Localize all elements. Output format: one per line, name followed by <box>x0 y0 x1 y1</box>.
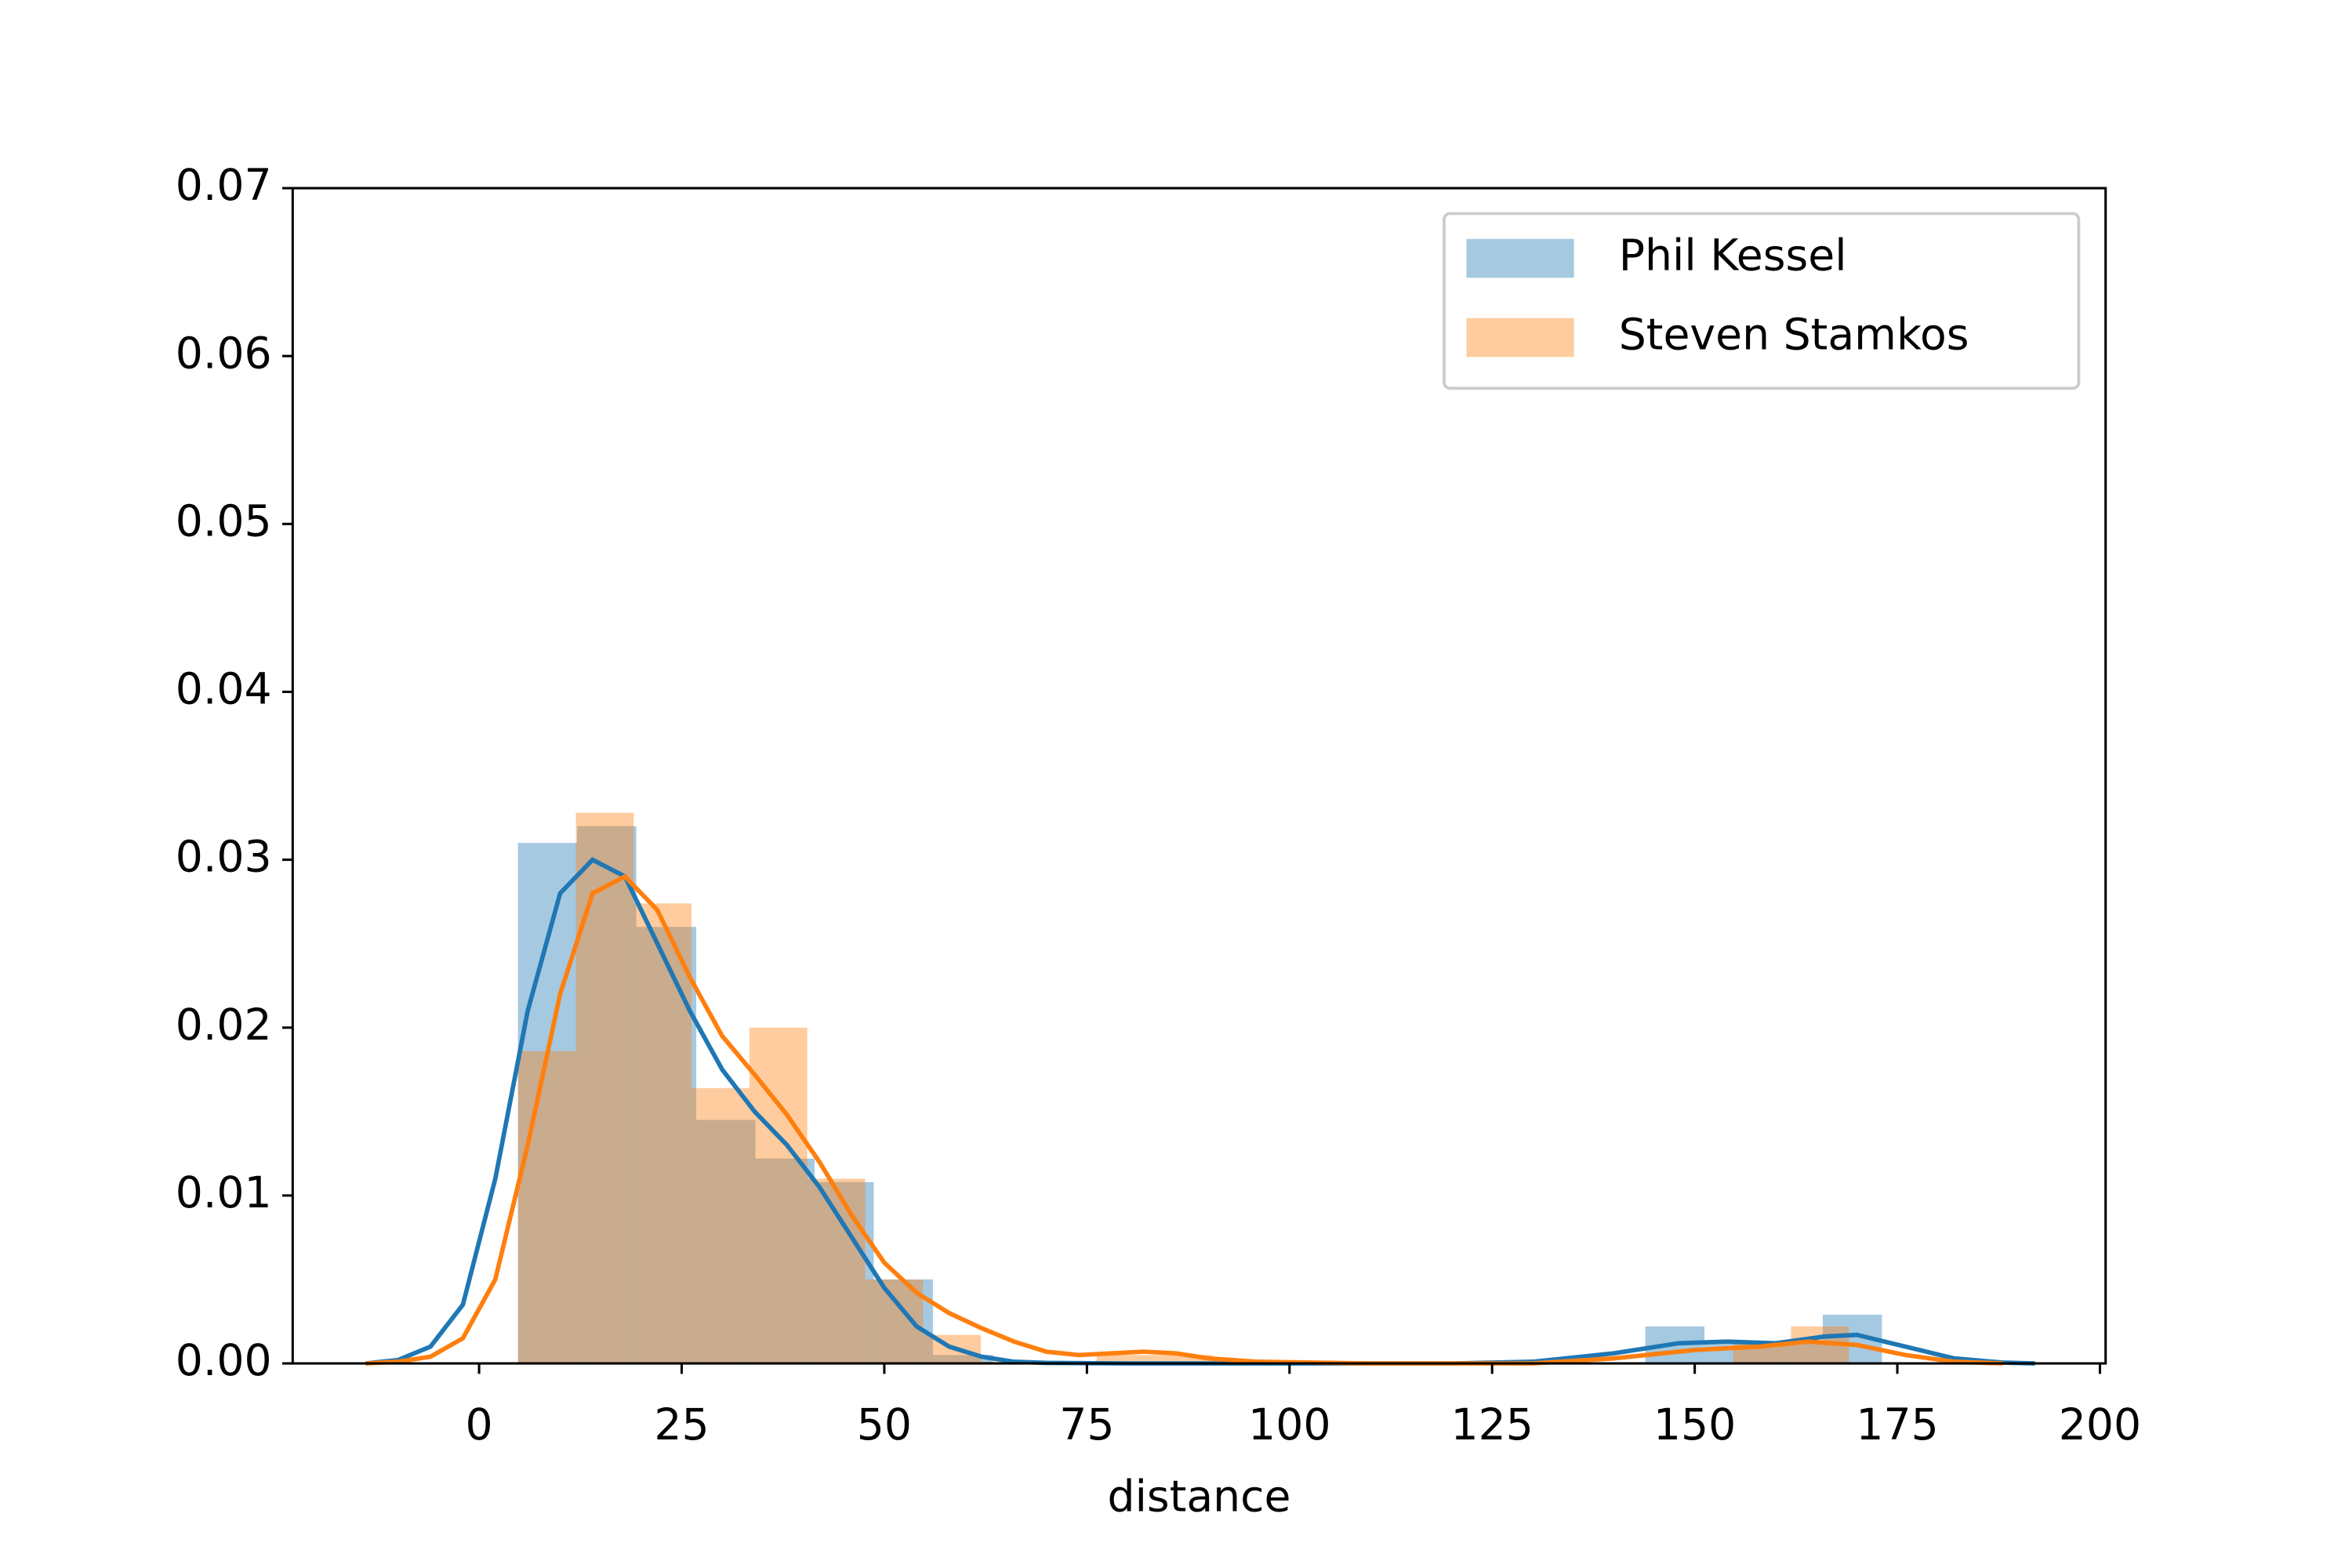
legend-frame <box>1443 212 2081 390</box>
y-tick-label: 0.07 <box>176 161 272 211</box>
histogram-bar <box>807 1178 866 1364</box>
histogram-bar <box>517 843 578 1364</box>
histogram-bar <box>932 1355 993 1364</box>
y-tick-label: 0.04 <box>176 665 272 715</box>
legend-label: Phil Kessel <box>1619 231 1847 281</box>
x-tick-label: 75 <box>1059 1400 1114 1450</box>
x-tick-label: 0 <box>466 1400 493 1450</box>
x-tick-label: 25 <box>654 1400 709 1450</box>
x-axis-label: distance <box>1108 1472 1291 1523</box>
histogram-bar <box>691 1087 750 1364</box>
histogram-bar <box>696 1120 756 1364</box>
kde-line <box>365 873 2003 1366</box>
legend-label: Steven Stamkos <box>1619 310 1969 361</box>
y-tick-label: 0.05 <box>176 496 272 546</box>
legend-swatch <box>1466 238 1574 278</box>
plot-frame <box>291 187 2107 1365</box>
y-tick-label: 0.02 <box>176 1000 272 1051</box>
x-tick-label: 200 <box>2059 1400 2141 1450</box>
legend: Phil Kessel Steven Stamkos <box>1443 212 2081 390</box>
x-tick-label: 125 <box>1451 1400 1534 1450</box>
histogram-bar <box>517 1051 576 1364</box>
y-tick-label: 0.00 <box>176 1336 272 1386</box>
legend-swatch <box>1466 318 1574 358</box>
histogram-bar <box>575 812 634 1364</box>
x-tick-label: 50 <box>857 1400 912 1450</box>
histogram-bar <box>873 1279 933 1364</box>
histogram-bar <box>1154 1355 1213 1364</box>
histogram-bar <box>1096 1355 1155 1364</box>
y-tick-label: 0.01 <box>176 1168 272 1218</box>
histogram-bar <box>815 1181 874 1364</box>
y-tick-label: 0.03 <box>176 833 272 883</box>
x-tick-label: 100 <box>1248 1400 1330 1450</box>
histogram-bar <box>633 903 692 1364</box>
histogram-bar <box>755 1158 815 1364</box>
x-tick-label: 150 <box>1653 1400 1736 1450</box>
x-tick-label: 175 <box>1856 1400 1938 1450</box>
y-tick-label: 0.06 <box>176 328 272 379</box>
